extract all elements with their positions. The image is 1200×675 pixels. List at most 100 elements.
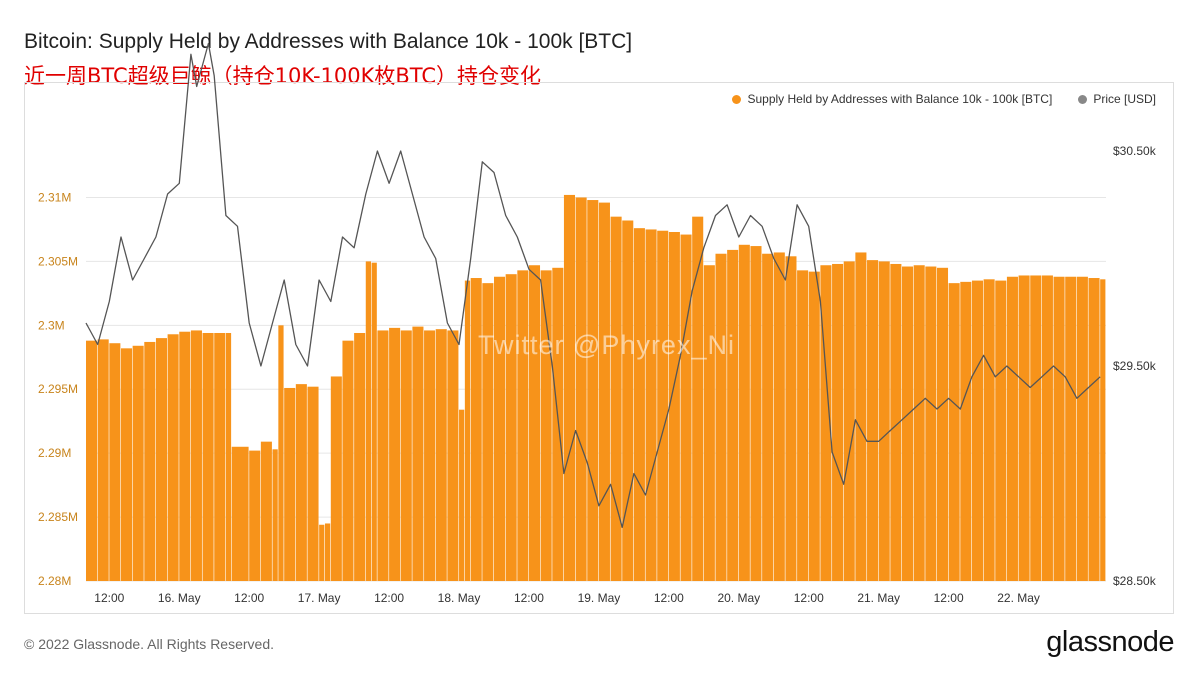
supply-bar [190, 330, 202, 581]
supply-bar [750, 246, 762, 581]
supply-bar [797, 270, 809, 581]
supply-bar [1100, 279, 1106, 581]
supply-bar [447, 330, 459, 581]
supply-bar [272, 449, 278, 581]
x-tick-label: 12:00 [94, 591, 124, 605]
supply-bar [412, 326, 424, 581]
legend-label-supply: Supply Held by Addresses with Balance 10… [747, 92, 1053, 106]
supply-bar [155, 338, 167, 581]
supply-bar [902, 266, 914, 581]
supply-bar [435, 329, 447, 581]
supply-bar [330, 376, 342, 581]
legend-dot-supply [732, 94, 742, 104]
legend-item-price[interactable]: Price [USD] [1078, 92, 1156, 106]
supply-bar [890, 263, 902, 581]
y-left-tick-label: 2.28M [38, 574, 71, 588]
x-tick-label: 18. May [438, 591, 481, 605]
supply-bar [668, 232, 680, 582]
x-tick-label: 12:00 [514, 591, 544, 605]
supply-bar [517, 270, 529, 581]
chart-subtitle: 近一周BTC超级巨鲸（持仓10K-100K枚BTC）持仓变化 [24, 64, 542, 88]
supply-bar [808, 271, 820, 581]
supply-bar [307, 386, 319, 581]
supply-bar [1030, 275, 1042, 581]
supply-bar [843, 261, 855, 581]
y-left-tick-label: 2.285M [38, 510, 78, 524]
supply-bar [715, 253, 727, 581]
supply-bar [680, 234, 692, 582]
supply-bar [464, 280, 471, 581]
supply-bar [948, 283, 960, 581]
legend-item-supply[interactable]: Supply Held by Addresses with Balance 10… [732, 92, 1052, 106]
supply-bar [86, 340, 98, 581]
chart-frame [24, 82, 1174, 614]
y-left-tick-label: 2.31M [38, 190, 71, 204]
supply-bar [575, 197, 587, 581]
y-left-tick-label: 2.305M [38, 254, 78, 268]
supply-bar [319, 524, 325, 581]
supply-bar [622, 220, 634, 581]
supply-bar [494, 276, 506, 581]
supply-bar [505, 274, 517, 581]
supply-bar [727, 249, 739, 581]
supply-bar [284, 387, 296, 581]
x-tick-label: 17. May [298, 591, 341, 605]
supply-bar [109, 343, 121, 581]
x-tick-label: 21. May [857, 591, 900, 605]
supply-bar [563, 194, 575, 581]
y-right-tick-label: $29.50k [1113, 359, 1157, 373]
supply-bar [1088, 278, 1100, 581]
supply-bar [424, 330, 436, 581]
supply-bar [773, 252, 785, 581]
x-tick-label: 12:00 [234, 591, 264, 605]
x-tick-label: 12:00 [654, 591, 684, 605]
supply-bar [459, 409, 465, 581]
supply-bar [983, 279, 995, 581]
y-right-tick-label: $30.50k [1113, 144, 1157, 158]
chart-title: Bitcoin: Supply Held by Addresses with B… [24, 30, 633, 53]
supply-bar [295, 384, 307, 581]
y-left-tick-label: 2.3M [38, 318, 65, 332]
supply-bar [878, 261, 890, 581]
supply-bar [354, 332, 366, 581]
supply-bar [249, 450, 261, 581]
supply-bar [371, 262, 377, 581]
supply-bar [1006, 276, 1018, 581]
supply-bar [1076, 276, 1088, 581]
supply-bar [540, 270, 552, 581]
supply-bar [633, 228, 645, 581]
supply-bar [400, 330, 412, 581]
supply-bar [167, 334, 179, 581]
x-tick-label: 12:00 [934, 591, 964, 605]
x-tick-label: 12:00 [374, 591, 404, 605]
supply-bar [342, 340, 354, 581]
supply-bar [97, 339, 109, 581]
x-tick-label: 12:00 [794, 591, 824, 605]
supply-bar [738, 244, 750, 581]
glassnode-logo: glassnode [1046, 626, 1174, 658]
supply-bar [144, 341, 156, 581]
supply-bar [832, 263, 844, 581]
supply-bar [1053, 276, 1065, 581]
supply-bar [610, 216, 622, 581]
x-tick-label: 16. May [158, 591, 201, 605]
supply-bar [867, 260, 879, 581]
supply-bar [214, 332, 226, 581]
supply-bar [913, 265, 925, 581]
x-tick-label: 19. May [578, 591, 621, 605]
supply-bar [552, 267, 564, 581]
supply-bar [231, 446, 249, 581]
supply-bar [225, 332, 232, 581]
copyright: © 2022 Glassnode. All Rights Reserved. [24, 636, 275, 652]
supply-bar [785, 256, 797, 581]
supply-bar [692, 216, 704, 581]
supply-bar [324, 523, 331, 581]
supply-bar [365, 261, 371, 581]
supply-bar [587, 200, 599, 581]
supply-bar [260, 441, 272, 581]
supply-bar [1018, 275, 1030, 581]
supply-bar [855, 252, 867, 581]
supply-bar [762, 253, 774, 581]
supply-bar [936, 267, 949, 581]
y-right-tick-label: $28.50k [1113, 574, 1157, 588]
